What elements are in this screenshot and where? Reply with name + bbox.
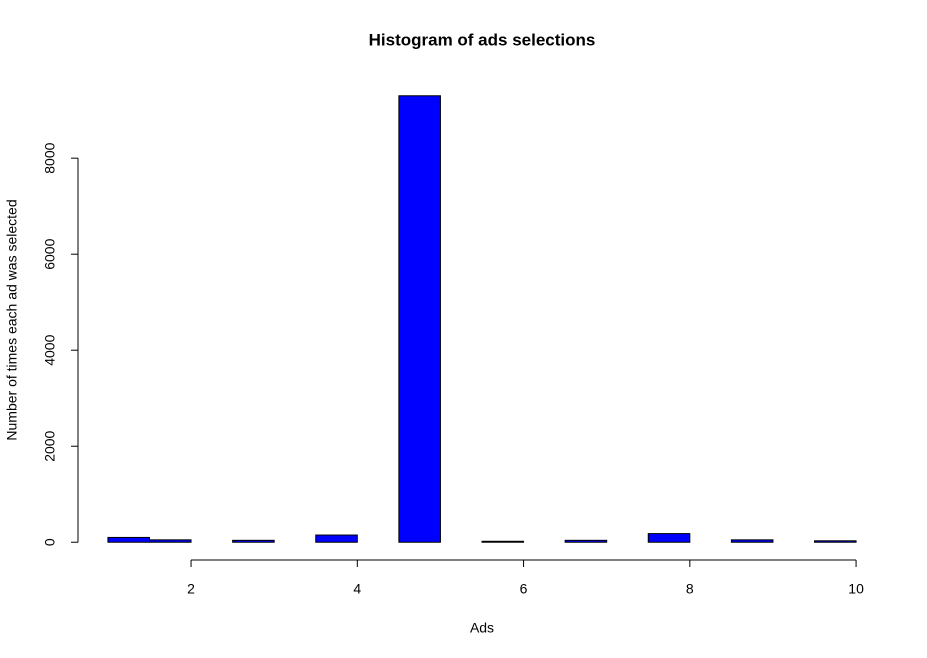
y-tick-label: 6000	[42, 238, 58, 269]
x-tick-label: 8	[686, 581, 694, 597]
chart-title: Histogram of ads selections	[369, 30, 596, 49]
bar	[107, 536, 150, 543]
bar	[730, 539, 774, 543]
y-tick-label: 0	[42, 538, 58, 546]
bar	[814, 540, 857, 543]
bar	[564, 539, 608, 543]
y-tick-label: 4000	[42, 334, 58, 365]
y-tick-label: 8000	[42, 142, 58, 173]
x-tick-label: 6	[520, 581, 528, 597]
x-tick-label: 2	[187, 581, 195, 597]
x-axis-label: Ads	[470, 620, 494, 636]
bar	[148, 539, 192, 543]
bar	[481, 540, 525, 543]
x-tick-label: 10	[848, 581, 864, 597]
y-axis-label: Number of times each ad was selected	[4, 199, 20, 440]
bar	[315, 534, 358, 543]
x-tick-label: 4	[353, 581, 361, 597]
bar	[398, 95, 441, 543]
bar	[232, 539, 275, 543]
y-tick-label: 2000	[42, 430, 58, 461]
bar	[647, 533, 691, 543]
